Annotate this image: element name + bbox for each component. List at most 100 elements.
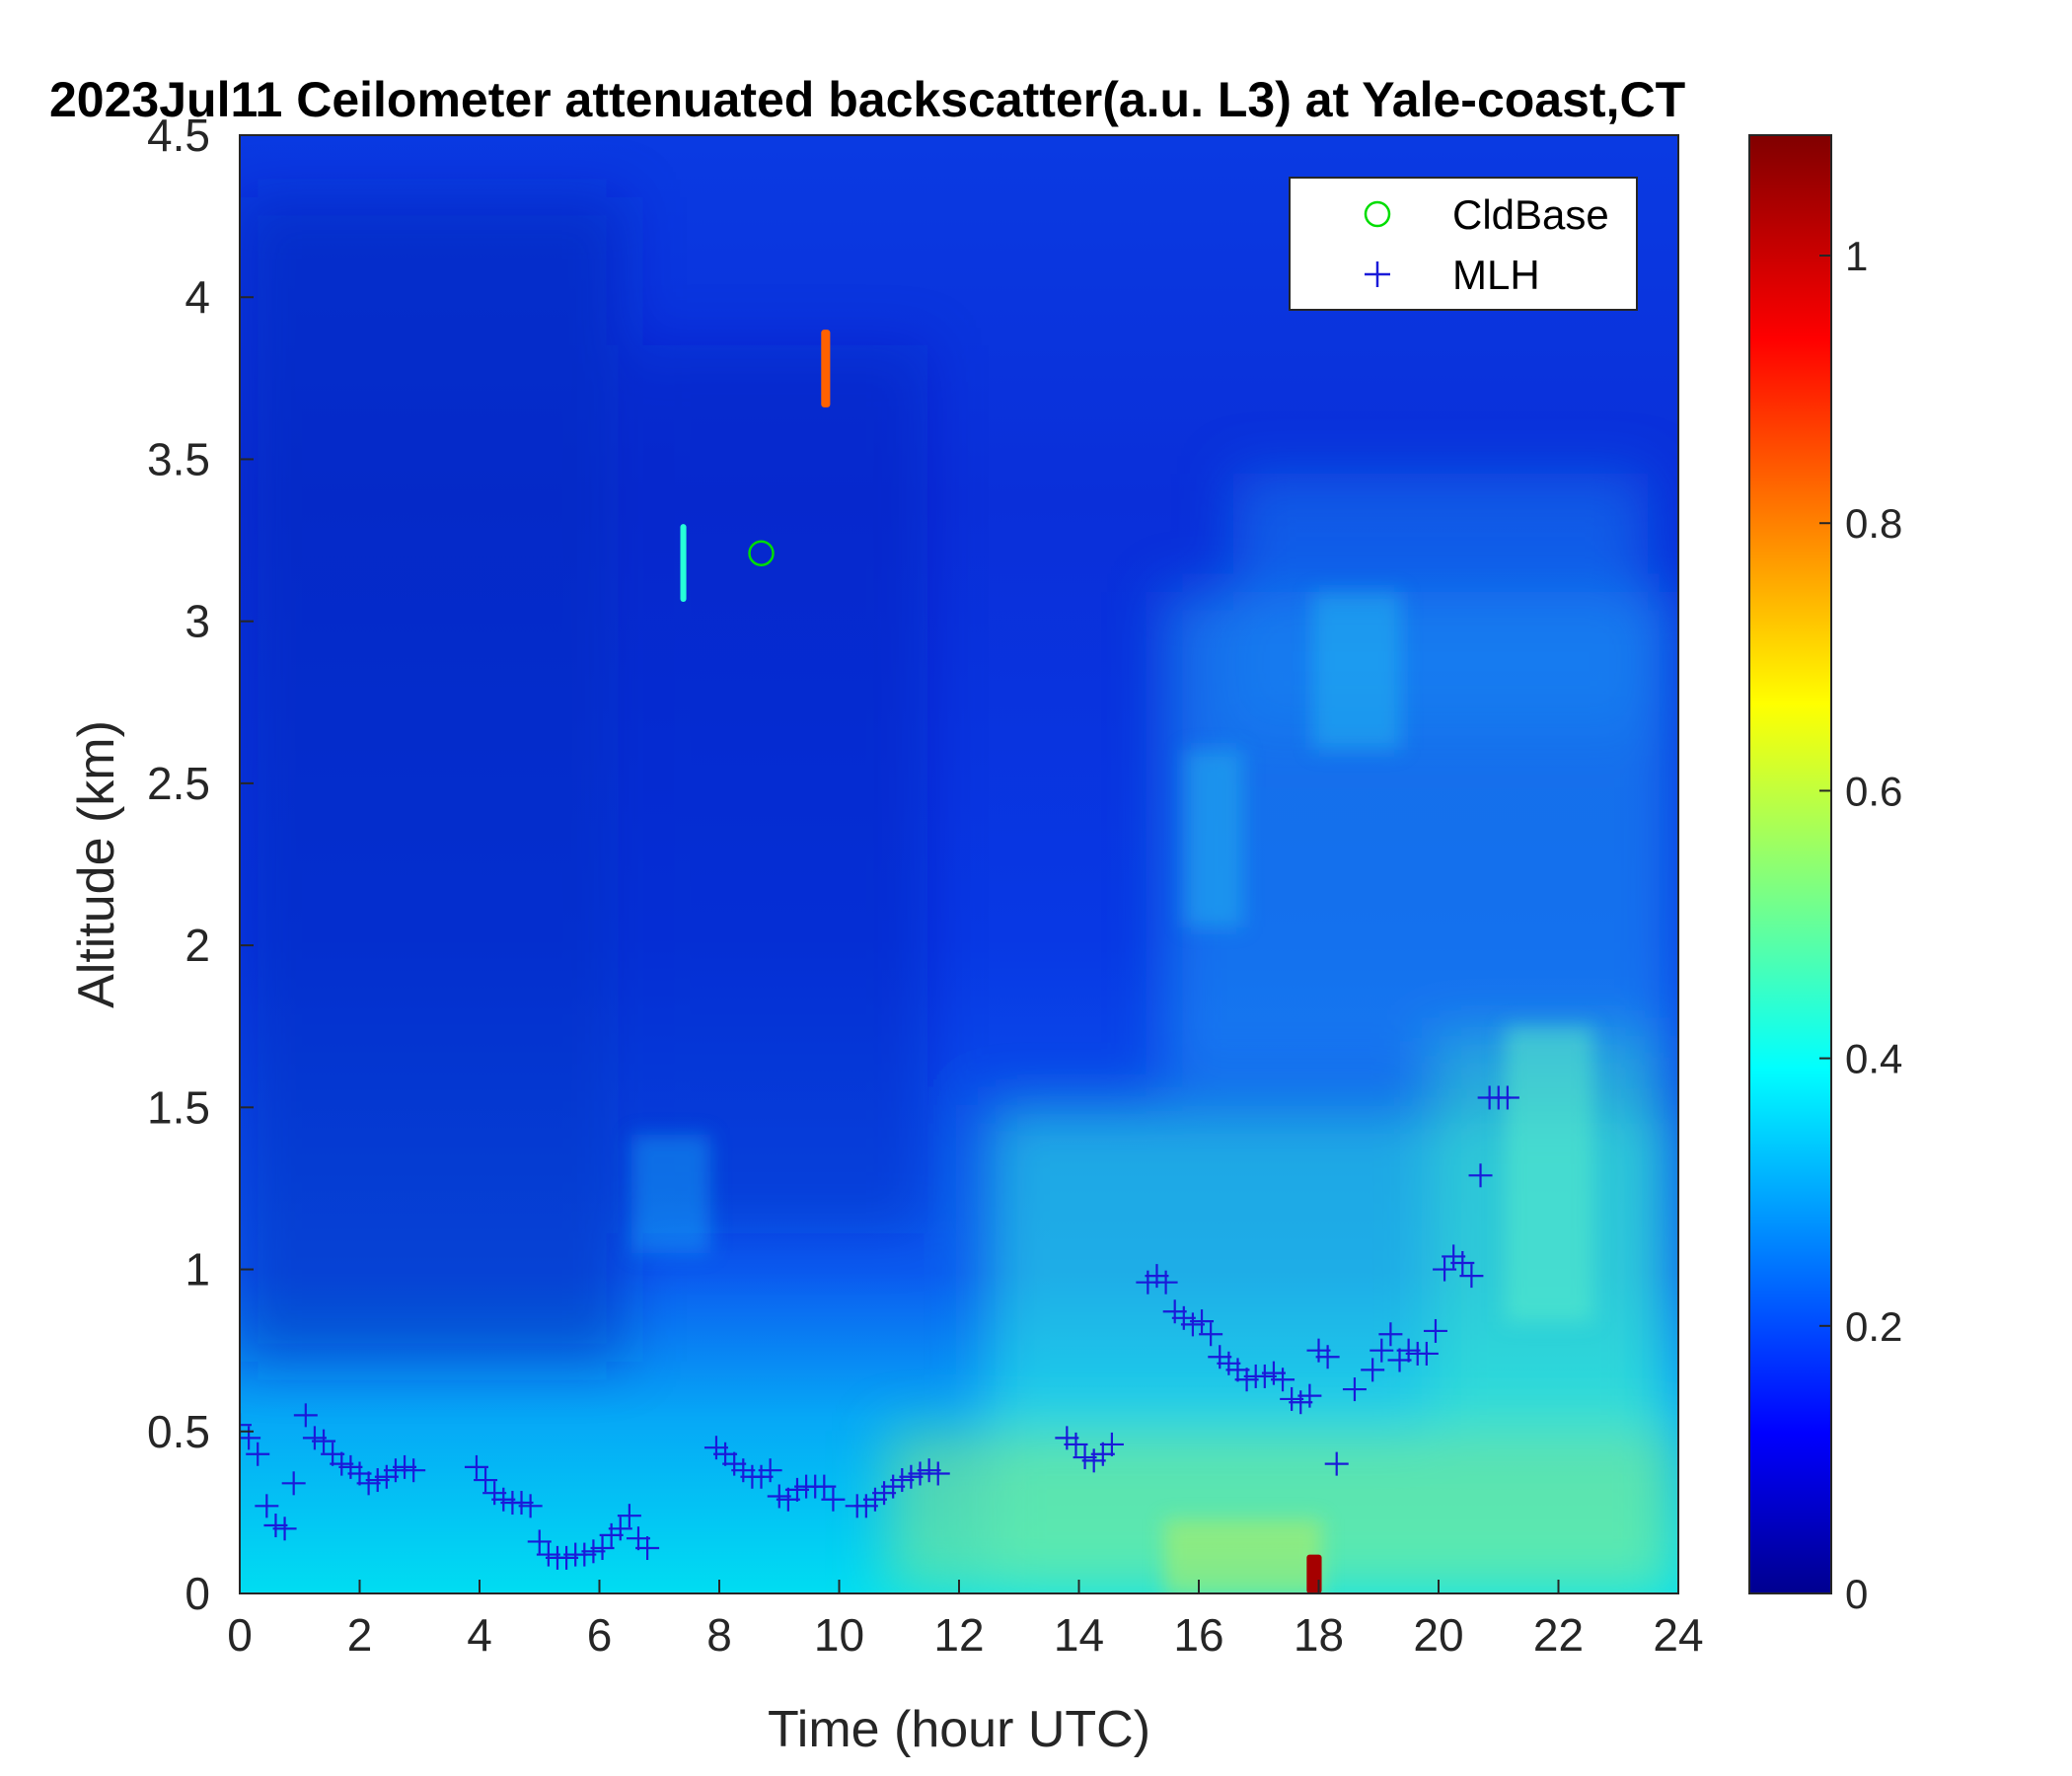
mlh-point — [293, 1403, 318, 1428]
mlh-point — [402, 1458, 426, 1483]
mlh-point — [1342, 1377, 1367, 1402]
colorbar-fill — [1749, 135, 1831, 1593]
cldbase-point — [748, 540, 775, 566]
mlh-point — [1450, 1250, 1475, 1275]
mlh-point — [1153, 1270, 1178, 1295]
mlh-point — [246, 1442, 270, 1466]
mlh-point — [1271, 1368, 1295, 1392]
x-tick-label: 12 — [933, 1609, 984, 1661]
mlh-point — [263, 1514, 288, 1538]
mlh-point — [581, 1539, 606, 1564]
y-tick-label: 4 — [185, 271, 210, 323]
mlh-point — [917, 1458, 941, 1483]
mlh-point — [1099, 1432, 1124, 1456]
x-tick-label: 20 — [1413, 1609, 1463, 1661]
mlh-point — [590, 1536, 615, 1561]
mlh-point — [1378, 1322, 1403, 1347]
y-tick-label: 2 — [185, 920, 210, 971]
x-tick-label: 2 — [347, 1609, 373, 1661]
mlh-markers — [240, 1085, 1519, 1570]
legend-mlh-label: MLH — [1452, 252, 1540, 298]
mlh-point — [1261, 1361, 1286, 1385]
mlh-point — [1064, 1432, 1088, 1456]
mlh-point — [862, 1487, 887, 1512]
mlh-point — [240, 1426, 261, 1450]
mlh-point — [758, 1458, 782, 1483]
colorbar-tick-label: 0.6 — [1845, 768, 1902, 814]
colorbar-tick-label: 0.8 — [1845, 500, 1902, 547]
colorbar-ticks: 0 0.2 0.4 0.6 0.8 1 — [1819, 233, 1902, 1617]
x-axis-label: Time (hour UTC) — [768, 1701, 1150, 1758]
legend-mlh-marker — [1365, 261, 1390, 287]
mlh-point — [518, 1494, 543, 1518]
x-tick-label: 24 — [1653, 1609, 1703, 1661]
mlh-point — [635, 1536, 660, 1561]
mlh-point — [1217, 1351, 1241, 1375]
mlh-point — [1324, 1451, 1349, 1476]
mlh-point — [240, 1413, 252, 1438]
x-tick-label: 10 — [814, 1609, 864, 1661]
legend: CldBase MLH — [1289, 177, 1638, 311]
plot-area — [240, 135, 1678, 1593]
mlh-point — [608, 1517, 632, 1541]
mlh-point — [1459, 1264, 1484, 1289]
mlh-point — [731, 1458, 756, 1483]
x-tick-label: 18 — [1294, 1609, 1344, 1661]
mlh-point — [356, 1471, 381, 1496]
mlh-point — [599, 1522, 624, 1547]
mlh-point — [555, 1545, 579, 1570]
chart-title: 2023Jul11 Ceilometer attenuated backscat… — [49, 72, 1685, 127]
mlh-point — [482, 1481, 507, 1506]
mlh-point — [1180, 1312, 1205, 1337]
mlh-point — [272, 1517, 297, 1541]
mlh-point — [330, 1451, 354, 1476]
colorbar: 0 0.2 0.4 0.6 0.8 1 — [1748, 134, 1902, 1617]
mlh-point — [872, 1481, 897, 1506]
mlh-point — [784, 1477, 809, 1502]
mlh-point — [890, 1468, 915, 1493]
mlh-point — [281, 1471, 306, 1496]
y-tick-label: 0 — [185, 1568, 210, 1619]
mlh-point — [1433, 1257, 1457, 1282]
mlh-point — [374, 1464, 399, 1489]
mlh-point — [1090, 1442, 1115, 1466]
mlh-point — [899, 1464, 924, 1489]
mlh-point — [302, 1426, 327, 1450]
mlh-point — [474, 1468, 498, 1493]
mlh-point — [1145, 1264, 1169, 1289]
legend-cldbase-label: CldBase — [1452, 191, 1609, 238]
mlh-point — [1423, 1318, 1447, 1343]
mlh-point — [1369, 1338, 1394, 1363]
legend-cldbase-marker — [1364, 200, 1391, 228]
mlh-point — [536, 1542, 560, 1567]
mlh-point — [1361, 1358, 1385, 1382]
colorbar-frame — [1748, 134, 1832, 1594]
mlh-point — [1073, 1445, 1097, 1470]
mlh-point — [1225, 1358, 1250, 1382]
mlh-point — [1252, 1364, 1277, 1388]
mlh-point — [722, 1451, 747, 1476]
colorbar-tick-label: 0 — [1845, 1571, 1868, 1617]
mlh-point — [464, 1454, 488, 1479]
x-tick-label: 16 — [1173, 1609, 1223, 1661]
mlh-point — [312, 1429, 336, 1453]
colorbar-tick-label: 1 — [1845, 233, 1868, 279]
legend-box — [1289, 177, 1638, 311]
mlh-point — [347, 1461, 372, 1486]
mlh-point — [626, 1526, 650, 1551]
mlh-point — [1162, 1299, 1187, 1324]
mlh-point — [1055, 1426, 1079, 1450]
mlh-point — [255, 1494, 279, 1518]
mlh-point — [338, 1454, 363, 1479]
mlh-point — [509, 1491, 534, 1516]
x-axis: 0 2 4 6 8 10 12 14 16 18 20 22 24 — [227, 1580, 1704, 1661]
mlh-point — [1199, 1322, 1223, 1347]
mlh-point — [1234, 1368, 1259, 1392]
mlh-point — [1468, 1163, 1493, 1188]
mlh-point — [321, 1442, 345, 1466]
mlh-point — [491, 1487, 516, 1512]
mlh-point — [1495, 1085, 1519, 1110]
mlh-point — [1081, 1448, 1106, 1473]
colorbar-tick-label: 0.4 — [1845, 1036, 1902, 1082]
